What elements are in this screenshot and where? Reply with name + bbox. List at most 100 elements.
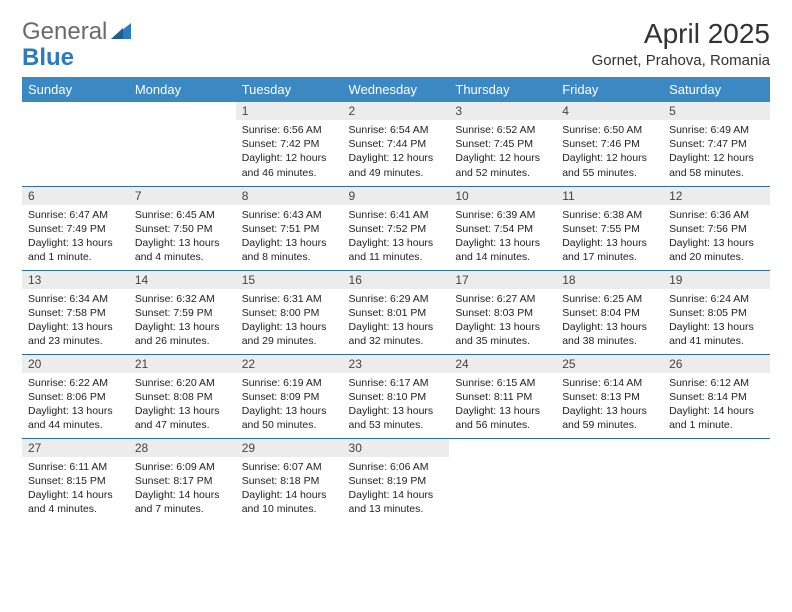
day-number: 19 [663, 271, 770, 289]
day-number: 16 [343, 271, 450, 289]
calendar-day-cell: 1Sunrise: 6:56 AMSunset: 7:42 PMDaylight… [236, 102, 343, 186]
weekday-header: Sunday [22, 77, 129, 102]
day-details: Sunrise: 6:06 AMSunset: 8:19 PMDaylight:… [343, 457, 450, 520]
day-number: 10 [449, 187, 556, 205]
day-number: 27 [22, 439, 129, 457]
calendar-day-cell: 8Sunrise: 6:43 AMSunset: 7:51 PMDaylight… [236, 186, 343, 270]
day-number: 22 [236, 355, 343, 373]
day-number: 26 [663, 355, 770, 373]
day-number: 24 [449, 355, 556, 373]
weekday-header: Monday [129, 77, 236, 102]
calendar-day-cell: 23Sunrise: 6:17 AMSunset: 8:10 PMDayligh… [343, 354, 450, 438]
calendar-day-cell: 19Sunrise: 6:24 AMSunset: 8:05 PMDayligh… [663, 270, 770, 354]
calendar-day-cell: 3Sunrise: 6:52 AMSunset: 7:45 PMDaylight… [449, 102, 556, 186]
day-details: Sunrise: 6:27 AMSunset: 8:03 PMDaylight:… [449, 289, 556, 352]
weekday-header: Tuesday [236, 77, 343, 102]
day-number: 21 [129, 355, 236, 373]
calendar-day-cell: 16Sunrise: 6:29 AMSunset: 8:01 PMDayligh… [343, 270, 450, 354]
day-details: Sunrise: 6:22 AMSunset: 8:06 PMDaylight:… [22, 373, 129, 436]
weekday-header: Friday [556, 77, 663, 102]
calendar-day-cell: 14Sunrise: 6:32 AMSunset: 7:59 PMDayligh… [129, 270, 236, 354]
day-number: 2 [343, 102, 450, 120]
month-title: April 2025 [592, 18, 770, 50]
day-number: 18 [556, 271, 663, 289]
day-number: 29 [236, 439, 343, 457]
day-number: 8 [236, 187, 343, 205]
day-details: Sunrise: 6:41 AMSunset: 7:52 PMDaylight:… [343, 205, 450, 268]
day-details: Sunrise: 6:15 AMSunset: 8:11 PMDaylight:… [449, 373, 556, 436]
day-details: Sunrise: 6:11 AMSunset: 8:15 PMDaylight:… [22, 457, 129, 520]
brand-logo: General [22, 18, 133, 46]
top-bar: General April 2025 Gornet, Prahova, Roma… [22, 18, 770, 69]
day-number: 25 [556, 355, 663, 373]
calendar-day-cell: .. [556, 438, 663, 522]
day-details: Sunrise: 6:12 AMSunset: 8:14 PMDaylight:… [663, 373, 770, 436]
day-number: 14 [129, 271, 236, 289]
calendar-day-cell: 24Sunrise: 6:15 AMSunset: 8:11 PMDayligh… [449, 354, 556, 438]
calendar-week-row: 13Sunrise: 6:34 AMSunset: 7:58 PMDayligh… [22, 270, 770, 354]
calendar-day-cell: .. [22, 102, 129, 186]
calendar-day-cell: 22Sunrise: 6:19 AMSunset: 8:09 PMDayligh… [236, 354, 343, 438]
calendar-day-cell: 29Sunrise: 6:07 AMSunset: 8:18 PMDayligh… [236, 438, 343, 522]
calendar-body: ....1Sunrise: 6:56 AMSunset: 7:42 PMDayl… [22, 102, 770, 522]
calendar-day-cell: 13Sunrise: 6:34 AMSunset: 7:58 PMDayligh… [22, 270, 129, 354]
day-details: Sunrise: 6:43 AMSunset: 7:51 PMDaylight:… [236, 205, 343, 268]
day-details: Sunrise: 6:14 AMSunset: 8:13 PMDaylight:… [556, 373, 663, 436]
calendar-day-cell: 12Sunrise: 6:36 AMSunset: 7:56 PMDayligh… [663, 186, 770, 270]
calendar-day-cell: 11Sunrise: 6:38 AMSunset: 7:55 PMDayligh… [556, 186, 663, 270]
calendar-week-row: 20Sunrise: 6:22 AMSunset: 8:06 PMDayligh… [22, 354, 770, 438]
day-details: Sunrise: 6:32 AMSunset: 7:59 PMDaylight:… [129, 289, 236, 352]
calendar-day-cell: 27Sunrise: 6:11 AMSunset: 8:15 PMDayligh… [22, 438, 129, 522]
calendar-day-cell: 26Sunrise: 6:12 AMSunset: 8:14 PMDayligh… [663, 354, 770, 438]
day-number: 1 [236, 102, 343, 120]
day-number: 5 [663, 102, 770, 120]
day-number: 23 [343, 355, 450, 373]
calendar-day-cell: 9Sunrise: 6:41 AMSunset: 7:52 PMDaylight… [343, 186, 450, 270]
calendar-day-cell: .. [129, 102, 236, 186]
day-number: 4 [556, 102, 663, 120]
day-number: 30 [343, 439, 450, 457]
calendar-day-cell: 15Sunrise: 6:31 AMSunset: 8:00 PMDayligh… [236, 270, 343, 354]
day-details: Sunrise: 6:19 AMSunset: 8:09 PMDaylight:… [236, 373, 343, 436]
day-details: Sunrise: 6:31 AMSunset: 8:00 PMDaylight:… [236, 289, 343, 352]
calendar-day-cell: 17Sunrise: 6:27 AMSunset: 8:03 PMDayligh… [449, 270, 556, 354]
calendar-day-cell: 18Sunrise: 6:25 AMSunset: 8:04 PMDayligh… [556, 270, 663, 354]
day-number: 17 [449, 271, 556, 289]
title-block: April 2025 Gornet, Prahova, Romania [592, 18, 770, 69]
day-number: 13 [22, 271, 129, 289]
weekday-header: Saturday [663, 77, 770, 102]
day-details: Sunrise: 6:56 AMSunset: 7:42 PMDaylight:… [236, 120, 343, 183]
day-details: Sunrise: 6:09 AMSunset: 8:17 PMDaylight:… [129, 457, 236, 520]
day-number: 15 [236, 271, 343, 289]
day-details: Sunrise: 6:50 AMSunset: 7:46 PMDaylight:… [556, 120, 663, 183]
day-number: 20 [22, 355, 129, 373]
brand-text-2: Blue [22, 44, 74, 71]
calendar-week-row: 27Sunrise: 6:11 AMSunset: 8:15 PMDayligh… [22, 438, 770, 522]
calendar-day-cell: 10Sunrise: 6:39 AMSunset: 7:54 PMDayligh… [449, 186, 556, 270]
calendar-week-row: 6Sunrise: 6:47 AMSunset: 7:49 PMDaylight… [22, 186, 770, 270]
calendar-day-cell: 20Sunrise: 6:22 AMSunset: 8:06 PMDayligh… [22, 354, 129, 438]
day-details: Sunrise: 6:52 AMSunset: 7:45 PMDaylight:… [449, 120, 556, 183]
day-details: Sunrise: 6:36 AMSunset: 7:56 PMDaylight:… [663, 205, 770, 268]
calendar-day-cell: .. [663, 438, 770, 522]
day-number: 3 [449, 102, 556, 120]
day-number: 6 [22, 187, 129, 205]
day-number: 7 [129, 187, 236, 205]
calendar-day-cell: 6Sunrise: 6:47 AMSunset: 7:49 PMDaylight… [22, 186, 129, 270]
weekday-header: Wednesday [343, 77, 450, 102]
day-number: 9 [343, 187, 450, 205]
calendar-day-cell: 28Sunrise: 6:09 AMSunset: 8:17 PMDayligh… [129, 438, 236, 522]
calendar-day-cell: 25Sunrise: 6:14 AMSunset: 8:13 PMDayligh… [556, 354, 663, 438]
location-text: Gornet, Prahova, Romania [592, 52, 770, 69]
day-details: Sunrise: 6:39 AMSunset: 7:54 PMDaylight:… [449, 205, 556, 268]
day-number: 11 [556, 187, 663, 205]
day-details: Sunrise: 6:45 AMSunset: 7:50 PMDaylight:… [129, 205, 236, 268]
brand-triangle-icon [111, 18, 131, 46]
weekday-header: Thursday [449, 77, 556, 102]
day-details: Sunrise: 6:25 AMSunset: 8:04 PMDaylight:… [556, 289, 663, 352]
brand-text-1: General [22, 18, 107, 46]
day-details: Sunrise: 6:47 AMSunset: 7:49 PMDaylight:… [22, 205, 129, 268]
calendar-day-cell: 21Sunrise: 6:20 AMSunset: 8:08 PMDayligh… [129, 354, 236, 438]
day-details: Sunrise: 6:38 AMSunset: 7:55 PMDaylight:… [556, 205, 663, 268]
calendar-day-cell: .. [449, 438, 556, 522]
